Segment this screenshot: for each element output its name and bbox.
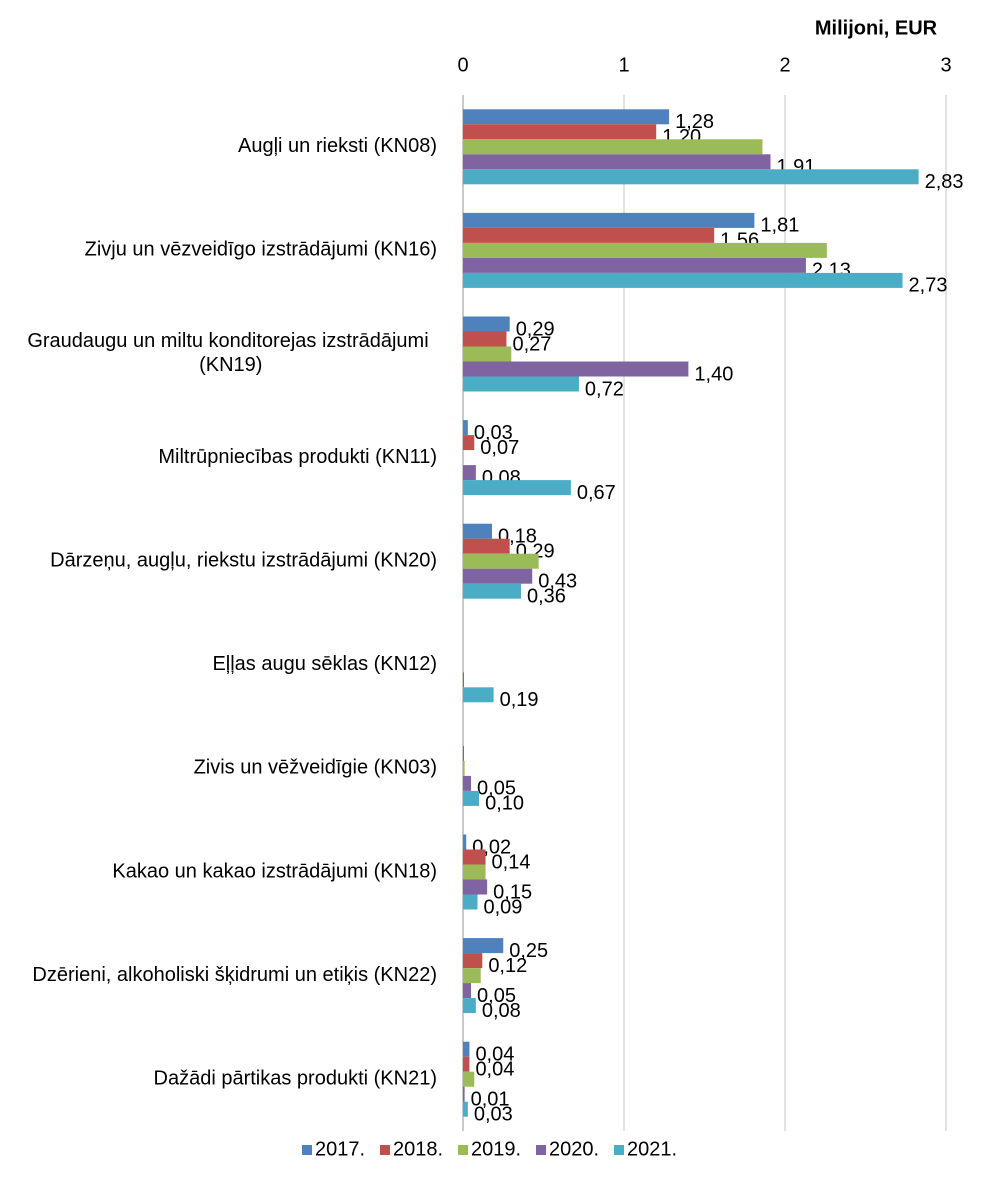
bar xyxy=(463,154,771,170)
bar xyxy=(463,553,539,569)
data-label: 0,15 xyxy=(493,881,532,903)
bar xyxy=(463,968,481,984)
x-tick-label: 3 xyxy=(940,54,951,76)
legend-label: 2018. xyxy=(393,1138,443,1160)
bar xyxy=(463,420,468,436)
data-label: 0,19 xyxy=(500,689,539,711)
y-tick-label: Graudaugu un miltu konditorejas izstrādā… xyxy=(27,330,428,376)
legend-label: 2017. xyxy=(315,1138,365,1160)
legend-swatch xyxy=(458,1145,468,1155)
legend-label: 2019. xyxy=(471,1138,521,1160)
bar xyxy=(463,242,827,258)
y-tick-label: Eļļas augu sēklas (KN12) xyxy=(212,653,437,675)
data-label: 0,27 xyxy=(512,333,551,355)
data-label: 0,04 xyxy=(475,1058,514,1080)
legend-label: 2020. xyxy=(549,1138,599,1160)
data-label: 0,05 xyxy=(477,985,516,1007)
bar xyxy=(463,760,465,776)
data-label: 0,43 xyxy=(538,570,577,592)
data-label: 0,72 xyxy=(585,378,624,400)
bar xyxy=(463,465,476,481)
bar xyxy=(463,849,486,865)
x-tick-label: 0 xyxy=(457,54,468,76)
bar xyxy=(463,109,670,125)
bar xyxy=(463,139,763,155)
bar xyxy=(463,983,472,999)
bar xyxy=(463,745,464,761)
bar xyxy=(463,212,755,228)
data-label: 0,08 xyxy=(482,1000,521,1022)
data-label: 0,12 xyxy=(488,955,527,977)
bar xyxy=(463,894,478,910)
bar xyxy=(463,480,571,496)
bar xyxy=(463,257,806,273)
data-label: 0,25 xyxy=(509,940,548,962)
data-label: 1,40 xyxy=(694,363,733,385)
bar xyxy=(463,346,512,362)
data-label: 0,29 xyxy=(516,318,555,340)
y-tick-label: Zivju un vēzveidīgo izstrādājumi (KN16) xyxy=(85,239,437,261)
y-tick-label: Dažādi pārtikas produkti (KN21) xyxy=(154,1067,437,1089)
data-label: 0,01 xyxy=(471,1088,510,1110)
bar xyxy=(463,1056,470,1072)
bar xyxy=(463,938,504,954)
legend-label: 2021. xyxy=(627,1138,677,1160)
axis-title: Milijoni, EUR xyxy=(815,17,938,39)
data-label: 0,07 xyxy=(480,437,519,459)
legend-swatch xyxy=(302,1145,312,1155)
bar xyxy=(463,361,689,377)
data-label: 0,36 xyxy=(527,585,566,607)
data-label: 1,28 xyxy=(675,111,714,133)
y-tick-label: Dzērieni, alkoholiski šķidrumi un etiķis… xyxy=(32,964,437,986)
bar xyxy=(463,834,467,850)
data-label: 0,67 xyxy=(577,482,616,504)
y-tick-label: Dārzeņu, augļu, riekstu izstrādājumi (KN… xyxy=(50,549,437,571)
bar xyxy=(463,435,475,451)
x-tick-label: 1 xyxy=(618,54,629,76)
data-label: 0,05 xyxy=(477,778,516,800)
bar xyxy=(463,538,510,554)
data-label: 0,09 xyxy=(483,896,522,918)
data-label: 0,04 xyxy=(475,1043,514,1065)
bar xyxy=(463,998,476,1014)
bar xyxy=(463,583,521,599)
bar xyxy=(463,331,507,347)
x-tick-label: 2 xyxy=(779,54,790,76)
bar xyxy=(463,1101,468,1117)
data-label: 0,14 xyxy=(492,851,531,873)
bar xyxy=(463,864,486,880)
y-tick-label: Miltrūpniecības produkti (KN11) xyxy=(158,446,437,468)
bar xyxy=(463,169,919,185)
bar xyxy=(463,953,483,969)
bar xyxy=(463,687,494,703)
bar xyxy=(463,272,903,288)
bar xyxy=(463,1041,470,1057)
data-label: 0,03 xyxy=(474,422,513,444)
bar xyxy=(463,227,715,243)
y-tick-label: Augļi un rieksti (KN08) xyxy=(238,135,437,157)
bar xyxy=(463,879,488,895)
y-tick-label: Kakao un kakao izstrādājumi (KN18) xyxy=(112,860,437,882)
bar xyxy=(463,316,510,332)
bar xyxy=(463,1071,475,1087)
bar xyxy=(463,376,579,392)
data-label: 1,81 xyxy=(760,215,799,237)
data-label: 2,83 xyxy=(925,171,964,193)
data-label: 2,73 xyxy=(909,275,948,297)
bar xyxy=(463,568,533,584)
legend-swatch xyxy=(380,1145,390,1155)
data-label: 0,10 xyxy=(485,793,524,815)
bar xyxy=(463,775,472,791)
bar xyxy=(463,523,492,539)
legend-swatch xyxy=(536,1145,546,1155)
bar xyxy=(463,124,657,140)
y-tick-label: Zivis un vēžveidīgie (KN03) xyxy=(194,757,437,779)
bar xyxy=(463,790,480,806)
bar xyxy=(463,672,464,688)
bar xyxy=(463,1086,465,1102)
data-label: 0,03 xyxy=(474,1103,513,1125)
legend-swatch xyxy=(614,1145,624,1155)
